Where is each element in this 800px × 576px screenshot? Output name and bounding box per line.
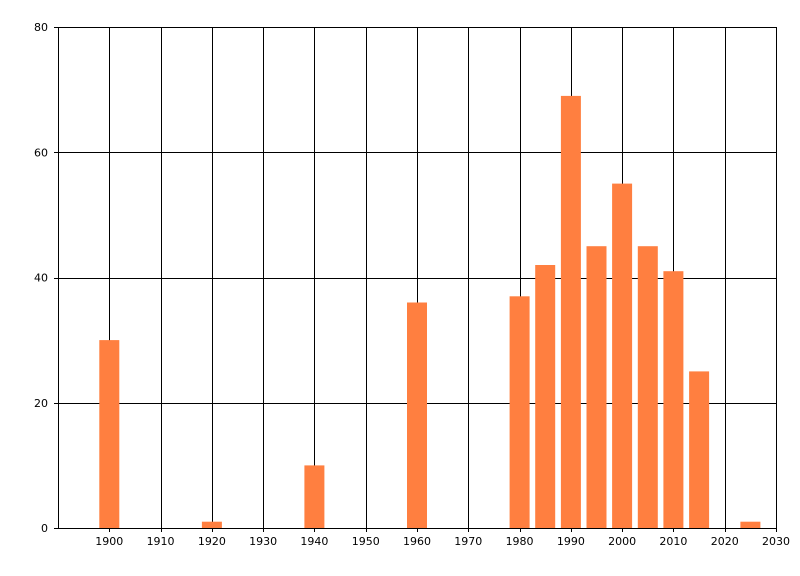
x-tick-labels: 1900 1910 1920 1930 1940 1950 1960 1970 1980 1990… <box>95 535 790 548</box>
x-tick-label-1960: 1960 <box>403 535 431 548</box>
bar-2000 <box>612 183 633 528</box>
x-tick-label-2020: 2020 <box>711 535 739 548</box>
x-tick-label-2030: 2030 <box>762 535 790 548</box>
bar-2015 <box>689 371 710 528</box>
grid <box>54 27 777 532</box>
axes <box>58 27 776 529</box>
x-tick-label-1920: 1920 <box>198 535 226 548</box>
bars <box>99 95 761 529</box>
y-tick-label-60: 60 <box>34 146 48 159</box>
x-tick-label-1990: 1990 <box>557 535 585 548</box>
y-tick-label-40: 40 <box>34 272 48 285</box>
bar-1990 <box>560 95 581 529</box>
bar-2025 <box>740 521 761 528</box>
bar-2005 <box>637 246 658 528</box>
bar-2010 <box>663 271 684 528</box>
y-tick-label-80: 80 <box>34 21 48 34</box>
x-tick-label-1980: 1980 <box>506 535 534 548</box>
bar-1980 <box>509 296 530 528</box>
bar-1920 <box>201 521 222 528</box>
x-tick-label-2010: 2010 <box>659 535 687 548</box>
bar-1995 <box>586 246 607 528</box>
bar-1940 <box>304 465 325 528</box>
y-tick-label-0: 0 <box>41 522 48 535</box>
bar-1985 <box>535 265 556 528</box>
y-tick-label-20: 20 <box>34 397 48 410</box>
x-tick-label-1910: 1910 <box>147 535 175 548</box>
bar-1900 <box>99 340 120 528</box>
y-tick-labels: 0 20 40 60 80 <box>34 21 48 535</box>
x-tick-label-1940: 1940 <box>300 535 328 548</box>
bar-1960 <box>407 302 427 528</box>
x-tick-label-1900: 1900 <box>95 535 123 548</box>
x-tick-label-2000: 2000 <box>608 535 636 548</box>
x-tick-label-1950: 1950 <box>352 535 380 548</box>
x-tick-label-1970: 1970 <box>454 535 482 548</box>
x-tick-label-1930: 1930 <box>249 535 277 548</box>
